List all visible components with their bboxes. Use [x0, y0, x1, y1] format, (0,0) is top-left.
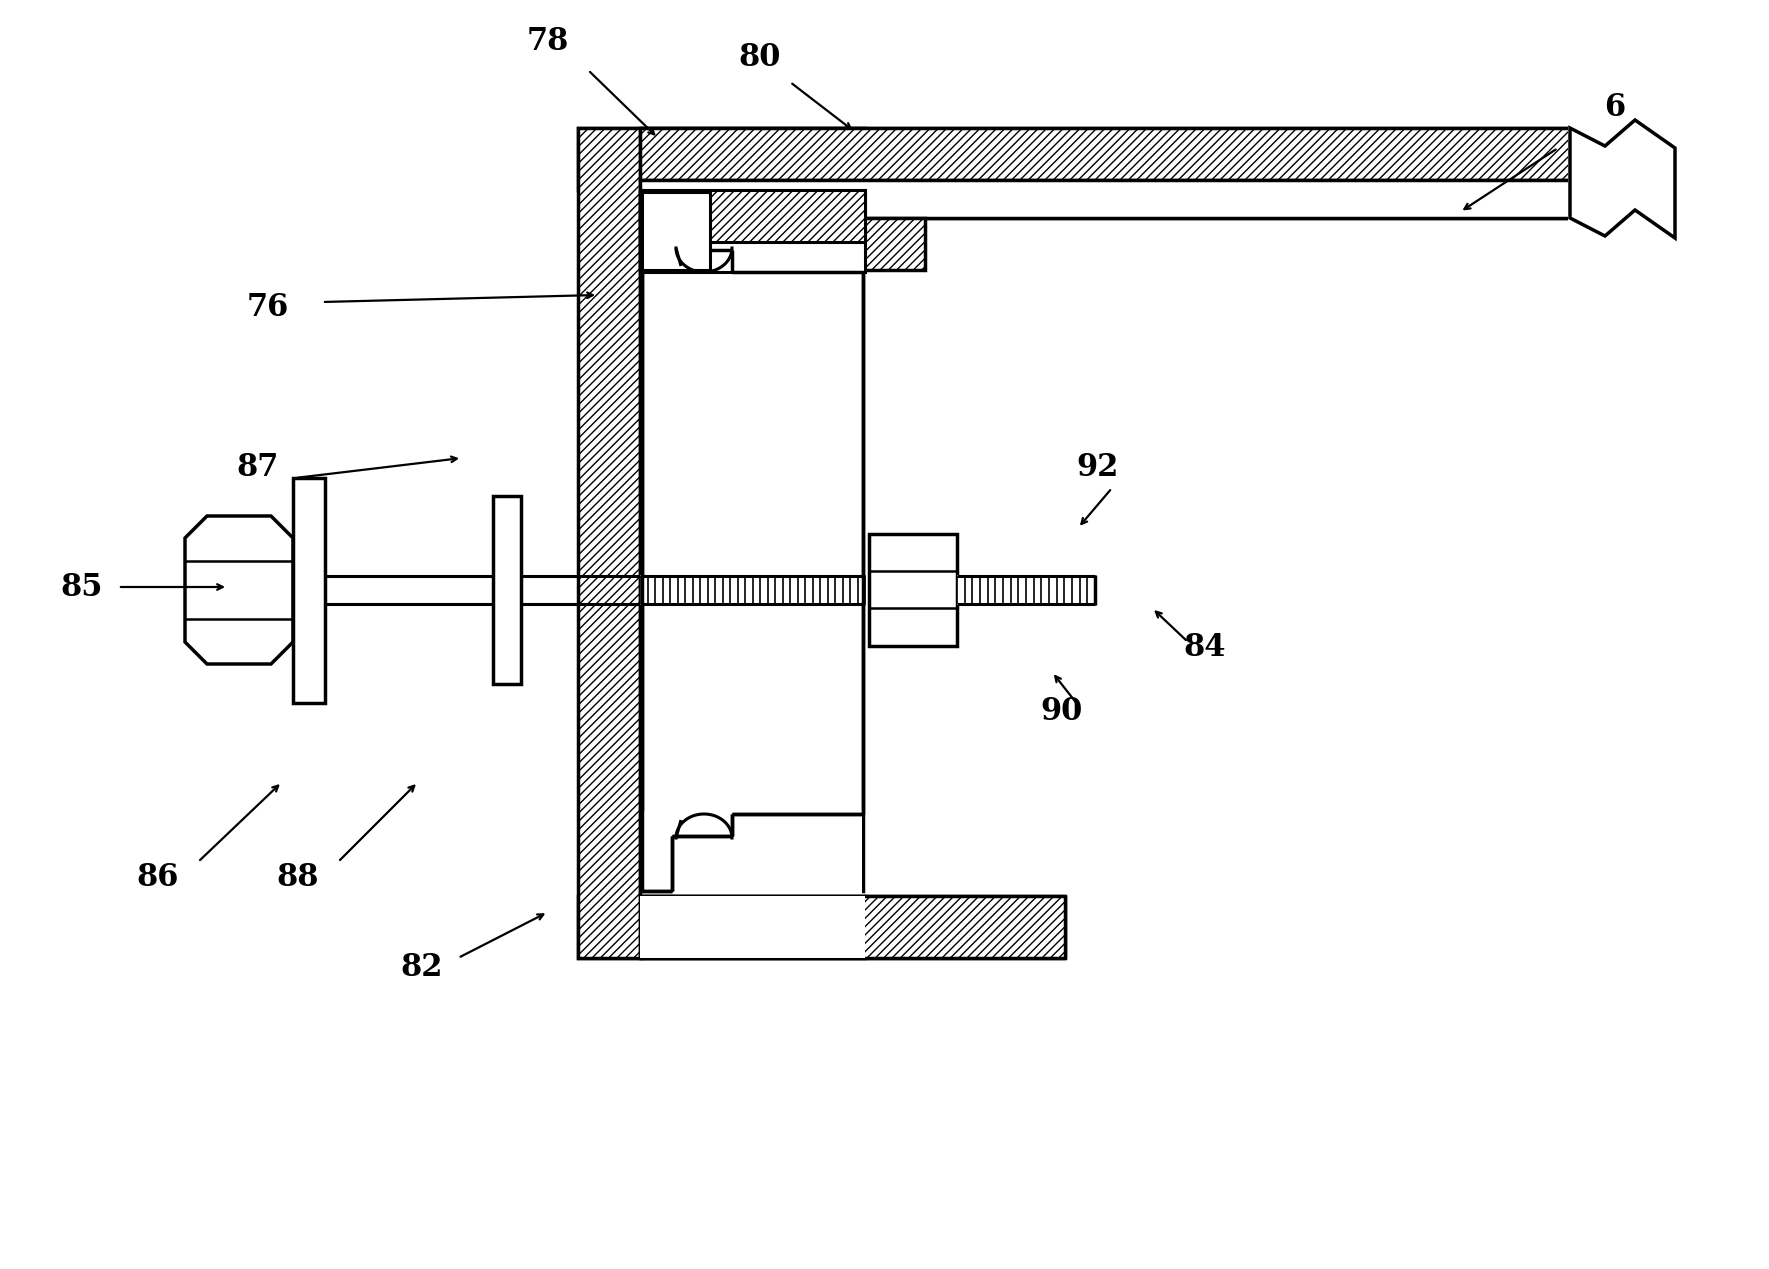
Bar: [294, 478, 325, 703]
Bar: [642, 195, 863, 891]
Bar: [578, 896, 865, 958]
Bar: [494, 496, 522, 684]
Bar: [640, 190, 865, 272]
Bar: [640, 190, 865, 242]
Bar: [1567, 123, 1769, 223]
Text: 6: 6: [1604, 93, 1626, 123]
Polygon shape: [1571, 121, 1675, 239]
Bar: [640, 896, 1065, 958]
Text: 82: 82: [402, 953, 444, 983]
Text: 87: 87: [237, 453, 280, 483]
Polygon shape: [186, 516, 294, 664]
Text: 86: 86: [136, 863, 179, 893]
Text: 80: 80: [739, 42, 782, 74]
Text: 92: 92: [1077, 453, 1120, 483]
Bar: [640, 218, 925, 270]
Text: 84: 84: [1183, 632, 1226, 664]
Bar: [957, 575, 1095, 605]
Bar: [578, 128, 640, 958]
Bar: [640, 575, 865, 605]
Bar: [642, 195, 862, 253]
Bar: [640, 180, 1571, 218]
Text: 78: 78: [527, 27, 570, 57]
Text: 76: 76: [248, 292, 288, 324]
Bar: [640, 190, 865, 896]
Text: 90: 90: [1040, 697, 1083, 727]
Bar: [640, 128, 1571, 180]
Bar: [642, 811, 862, 893]
Bar: [578, 128, 865, 190]
Bar: [642, 192, 709, 270]
Bar: [869, 534, 957, 646]
Text: 85: 85: [60, 571, 103, 603]
Bar: [640, 896, 865, 958]
Text: 88: 88: [276, 863, 318, 893]
